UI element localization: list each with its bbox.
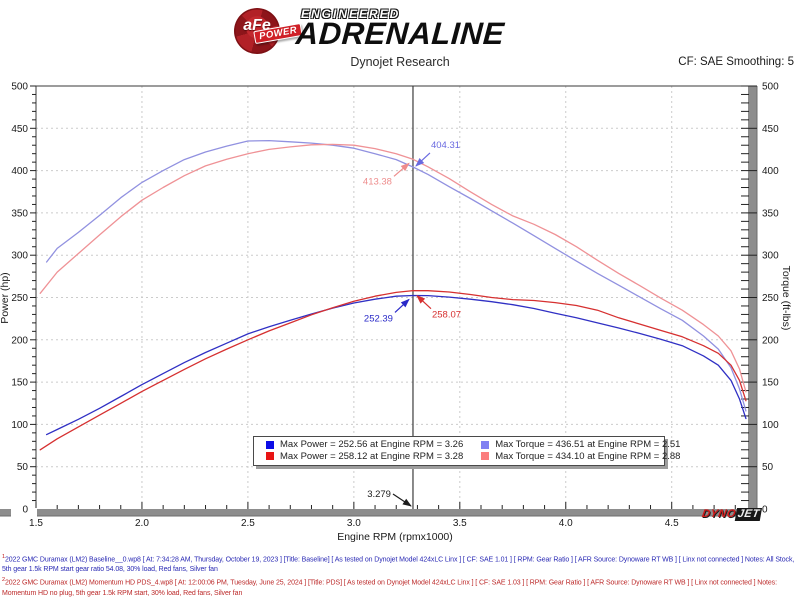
legend-label: Max Torque = 434.10 at Engine RPM = 2.88 <box>495 450 681 462</box>
dynojet-logo: DYNOJET <box>700 508 763 521</box>
legend-item-2: Max Power = 258.12 at Engine RPM = 3.28 <box>266 451 463 463</box>
svg-text:400: 400 <box>11 166 28 177</box>
svg-text:3.0: 3.0 <box>347 518 361 529</box>
svg-text:450: 450 <box>11 124 28 135</box>
svg-text:250: 250 <box>762 293 779 304</box>
run-info-footer: 12022 GMC Duramax (LM2) Baseline__0.wp8 … <box>2 552 798 599</box>
y-axis-title-torque: Torque (ft-lbs) <box>780 265 792 331</box>
svg-text:200: 200 <box>762 335 779 346</box>
legend-label: Max Torque = 436.51 at Engine RPM = 2.51 <box>495 439 681 450</box>
legend-swatch <box>481 440 490 449</box>
svg-text:4.5: 4.5 <box>665 518 679 529</box>
svg-text:250: 250 <box>11 293 28 304</box>
svg-text:500: 500 <box>11 82 28 93</box>
legend-swatch <box>266 440 274 449</box>
curve-baseline-torque-ft-lbs- <box>45 139 747 412</box>
svg-text:50: 50 <box>762 462 774 473</box>
annotation-3: 258.07 <box>432 310 461 321</box>
annotation-1: 413.38 <box>363 176 392 187</box>
grid-lines <box>36 86 748 509</box>
curve-pds-torque-ft-lbs- <box>39 143 747 393</box>
axis-tick-labels: 0 0 50 50 100 100 150 150 200 200 250 250 300 300 350 3… <box>11 82 779 529</box>
curve-pds-power-hp- <box>39 289 747 451</box>
run2-superscript: 2 <box>2 577 5 584</box>
svg-text:0: 0 <box>762 505 768 516</box>
annotation-2: 252.39 <box>364 313 393 324</box>
svg-text:100: 100 <box>762 420 779 431</box>
legend-item-0: Max Power = 252.56 at Engine RPM = 3.26 <box>266 439 463 451</box>
svg-text:400: 400 <box>762 166 779 177</box>
legend-label: Max Power = 258.12 at Engine RPM = 3.28 <box>280 450 464 462</box>
axis-frame <box>0 85 758 517</box>
annotation-0: 404.31 <box>431 140 460 151</box>
curve-baseline-power-hp- <box>45 294 747 436</box>
engineered-wordmark: ENGINEERED <box>301 7 401 21</box>
chart-title: Dynojet Research <box>350 55 450 69</box>
svg-text:350: 350 <box>11 208 28 219</box>
svg-text:4.0: 4.0 <box>559 518 573 529</box>
svg-text:300: 300 <box>762 251 779 262</box>
annotation-4: 3.279 <box>367 489 391 500</box>
svg-text:50: 50 <box>17 462 29 473</box>
afe-power-logo: aFe POWER <box>234 8 304 54</box>
svg-text:150: 150 <box>762 378 779 389</box>
dynojet-logo-dyno: DYNO <box>700 508 737 520</box>
svg-text:3.5: 3.5 <box>453 518 467 529</box>
legend-item-3: Max Torque = 434.10 at Engine RPM = 2.88 <box>481 451 680 463</box>
svg-text:2.5: 2.5 <box>241 518 255 529</box>
chart-legend: Max Power = 252.56 at Engine RPM = 3.26 M… <box>253 436 680 466</box>
cursor-annotations: 404.31 413.38 252.39 258.07 3.279 <box>363 140 461 507</box>
svg-text:500: 500 <box>762 82 779 93</box>
dynojet-logo-jet: JET <box>734 508 763 521</box>
correction-factor-note: CF: SAE Smoothing: 5 <box>678 56 794 68</box>
legend-item-1: Max Torque = 436.51 at Engine RPM = 2.51 <box>481 439 680 451</box>
legend-swatch <box>266 452 274 461</box>
run1-superscript: 1 <box>2 554 5 560</box>
y-axis-title-power: Power (hp) <box>0 272 11 324</box>
svg-text:0: 0 <box>22 505 28 516</box>
svg-text:200: 200 <box>11 335 28 346</box>
legend-swatch <box>481 452 490 461</box>
x-axis-title: Engine RPM (rpmx1000) <box>337 531 453 543</box>
svg-text:150: 150 <box>11 378 28 389</box>
svg-text:300: 300 <box>11 251 28 262</box>
svg-text:450: 450 <box>762 124 779 135</box>
dyno-curves <box>39 139 747 451</box>
run1-description: 12022 GMC Duramax (LM2) Baseline__0.wp8 … <box>2 554 795 574</box>
svg-text:1.5: 1.5 <box>29 518 43 529</box>
svg-text:350: 350 <box>762 208 779 219</box>
svg-text:100: 100 <box>11 420 28 431</box>
run2-description: 22022 GMC Duramax (LM2) Momentum HD PDS_… <box>2 577 777 597</box>
legend-label: Max Power = 252.56 at Engine RPM = 3.26 <box>280 439 464 450</box>
svg-text:2.0: 2.0 <box>135 518 149 529</box>
